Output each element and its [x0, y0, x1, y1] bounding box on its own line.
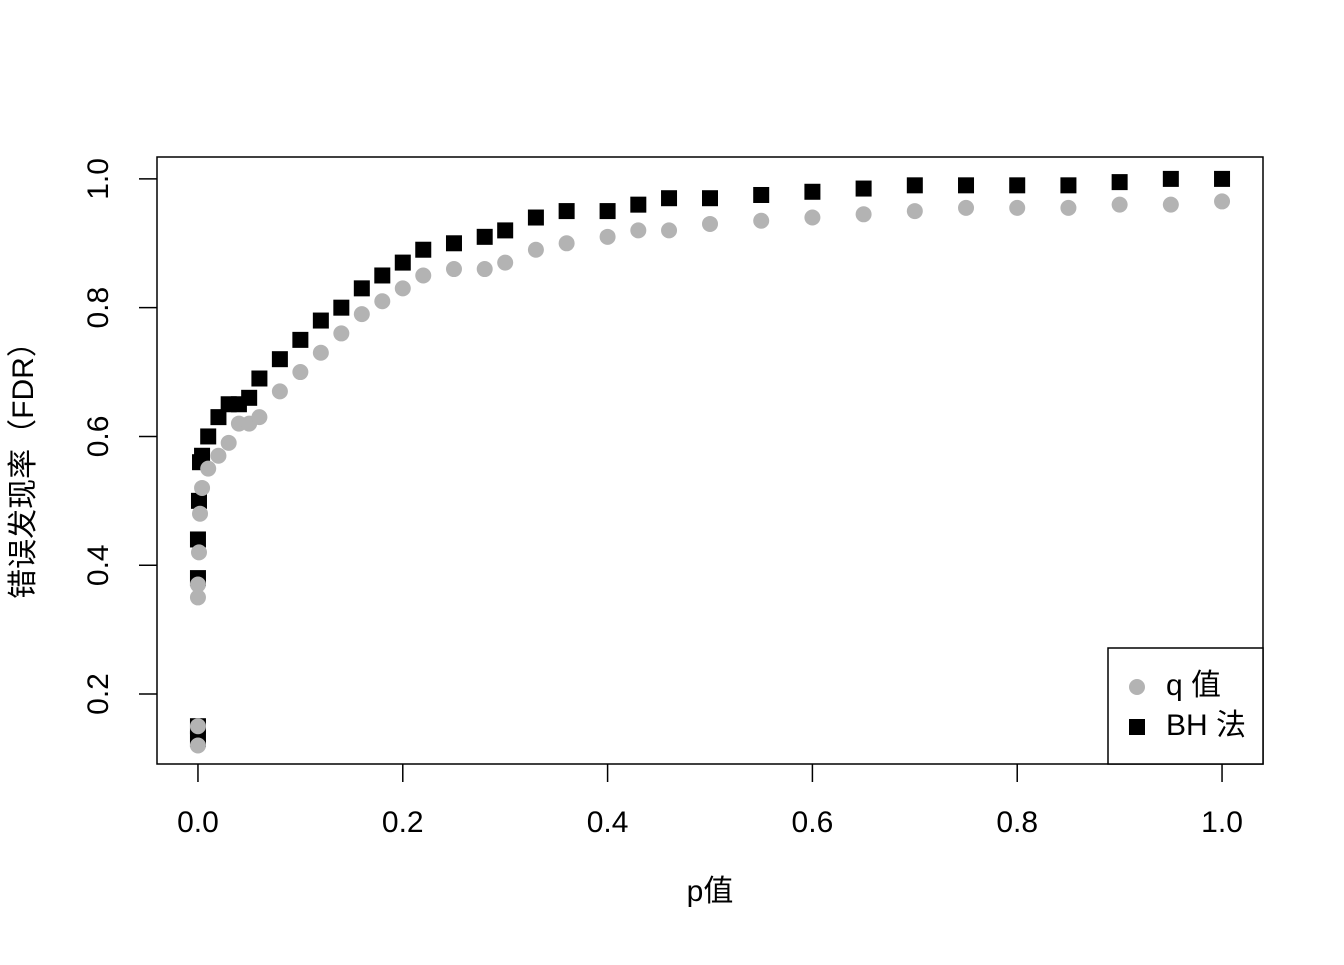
- point: [271, 383, 288, 400]
- point: [415, 241, 432, 258]
- point: [958, 177, 975, 194]
- y-tick-label: 0.6: [82, 416, 115, 458]
- point: [241, 389, 258, 406]
- point: [374, 267, 391, 284]
- x-tick-label: 0.6: [792, 806, 834, 839]
- point: [190, 544, 207, 561]
- point: [194, 479, 211, 496]
- point: [527, 241, 544, 258]
- point: [1111, 174, 1128, 191]
- point: [312, 312, 329, 329]
- point: [200, 460, 217, 477]
- point: [702, 215, 718, 232]
- legend-label: BH 法: [1166, 709, 1246, 742]
- y-tick-label: 0.8: [82, 287, 115, 329]
- point: [958, 199, 975, 216]
- legend-box: [1107, 647, 1264, 765]
- point: [271, 351, 288, 368]
- point: [753, 212, 770, 229]
- x-tick-label: 0.2: [382, 806, 424, 839]
- point: [194, 447, 211, 464]
- x-tick-label: 0.4: [587, 806, 629, 839]
- point: [189, 718, 206, 735]
- point: [210, 409, 227, 426]
- point: [1060, 199, 1077, 216]
- point: [804, 183, 821, 200]
- x-tick-label: 0.0: [177, 806, 219, 839]
- point: [251, 409, 268, 426]
- y-tick-label: 0.2: [82, 673, 115, 715]
- point: [661, 190, 678, 207]
- x-axis-label: p值: [687, 875, 734, 908]
- point: [189, 589, 206, 606]
- point: [630, 196, 647, 213]
- point: [394, 280, 411, 297]
- plot-frame: [156, 156, 1264, 765]
- point: [1214, 170, 1231, 187]
- point: [353, 280, 370, 297]
- point: [804, 209, 821, 226]
- point: [476, 261, 493, 278]
- point: [906, 203, 923, 220]
- point: [190, 492, 207, 509]
- point: [599, 203, 616, 220]
- point: [189, 576, 206, 593]
- point: [558, 203, 575, 220]
- x-tick-label: 0.8: [996, 806, 1038, 839]
- legend-marker: [1129, 719, 1145, 735]
- point: [753, 186, 770, 203]
- point: [189, 531, 206, 548]
- point: [445, 261, 462, 278]
- point: [210, 447, 227, 464]
- point: [220, 434, 237, 451]
- point: [855, 206, 872, 223]
- point: [497, 254, 514, 271]
- point: [192, 505, 209, 522]
- point: [1009, 199, 1026, 216]
- point: [1162, 196, 1179, 213]
- point: [1162, 170, 1179, 187]
- point: [374, 293, 391, 310]
- point: [630, 222, 647, 239]
- point: [497, 222, 514, 239]
- y-tick-label: 0.4: [82, 544, 115, 586]
- x-tick-label: 1.0: [1201, 806, 1243, 839]
- point: [906, 177, 923, 194]
- legend-label: q 值: [1166, 669, 1221, 702]
- point: [1214, 193, 1231, 210]
- y-tick-label: 1.0: [82, 158, 115, 200]
- point: [200, 428, 217, 445]
- point: [353, 306, 370, 323]
- point: [445, 235, 462, 252]
- point: [394, 254, 411, 271]
- point: [558, 235, 575, 252]
- point: [702, 190, 718, 207]
- point: [855, 180, 872, 197]
- legend-marker: [1129, 679, 1145, 695]
- point: [1111, 196, 1128, 213]
- point: [661, 222, 678, 239]
- y-axis-label: 错误发现率（FDR）: [7, 327, 40, 599]
- point: [292, 331, 309, 348]
- point: [415, 267, 432, 284]
- point: [189, 737, 206, 754]
- point: [312, 344, 329, 361]
- point: [1060, 177, 1077, 194]
- point: [1009, 177, 1026, 194]
- point: [292, 364, 309, 381]
- point: [333, 325, 350, 342]
- point: [251, 370, 268, 387]
- point: [476, 228, 493, 245]
- point: [333, 299, 350, 316]
- point: [599, 228, 616, 245]
- point: [527, 209, 544, 226]
